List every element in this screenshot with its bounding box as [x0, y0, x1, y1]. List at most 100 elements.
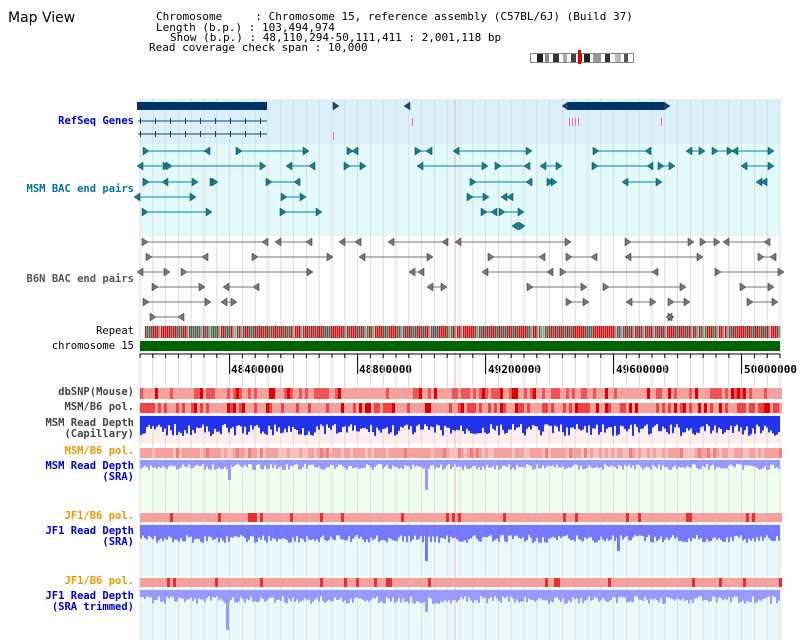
polymorphism-cell [599, 513, 602, 522]
polymorphism-cell [563, 578, 566, 587]
read-depth-bar [290, 460, 292, 466]
bac-end-arrow [546, 267, 554, 277]
bac-end-arrow [141, 207, 149, 217]
read-depth-bar [220, 590, 222, 599]
polymorphism-cell [680, 513, 683, 522]
read-depth-bar [272, 416, 274, 436]
read-depth-bar [222, 416, 224, 425]
repeat-segment [205, 326, 207, 338]
polymorphism-cell [749, 448, 752, 458]
read-depth-bar [242, 460, 244, 468]
read-depth-bar [622, 525, 624, 540]
read-depth-bar [344, 460, 346, 468]
read-depth-bar [510, 590, 512, 597]
polymorphism-cell [338, 578, 341, 587]
read-depth-bar [454, 416, 456, 431]
polymorphism-cell [731, 448, 734, 458]
read-depth-bar [444, 525, 446, 540]
repeat-segment [417, 326, 419, 338]
polymorphism-cell [716, 578, 719, 587]
track-label-msm-bac[interactable]: MSM BAC end pairs [26, 183, 134, 195]
repeat-segment [731, 326, 733, 338]
polymorphism-cell [437, 388, 440, 399]
read-depth-bar [770, 590, 772, 604]
read-depth-bar [652, 590, 654, 600]
polymorphism-cell [635, 403, 638, 413]
repeat-segment [343, 326, 345, 338]
polymorphism-cell [527, 513, 530, 522]
read-depth-bar [444, 460, 446, 469]
read-depth-bar [384, 590, 386, 604]
read-depth-bar [388, 590, 390, 599]
read-depth-bar [690, 460, 692, 468]
read-depth-bar [370, 460, 372, 468]
read-depth-bar [346, 460, 348, 470]
repeat-segment [303, 326, 305, 338]
polymorphism-cell [575, 388, 578, 399]
polymorphism-cell [728, 403, 731, 413]
chromosome-ideogram[interactable] [530, 53, 634, 63]
polymorphism-cell [395, 513, 398, 522]
polymorphism-cell [308, 578, 311, 587]
read-depth-bar [652, 416, 654, 428]
read-depth-bar [566, 525, 568, 536]
polymorphism-cell [644, 448, 647, 458]
polymorphism-cell [596, 578, 599, 587]
polymorphism-cell [191, 513, 194, 522]
repeat-segment [377, 326, 379, 338]
read-depth-bar [654, 460, 656, 467]
read-depth-bar [620, 460, 622, 466]
read-depth-bar [618, 460, 620, 466]
read-depth-bar [290, 416, 292, 432]
polymorphism-cell [482, 448, 485, 458]
read-depth-bar [724, 590, 726, 599]
bac-end-arrow [663, 101, 671, 111]
read-depth-bar [280, 416, 282, 434]
polymorphism-cell [323, 448, 326, 458]
read-depth-bar [242, 525, 244, 537]
read-depth-bar [226, 460, 228, 470]
read-depth-bar [678, 460, 680, 467]
polymorphism-cell [470, 513, 473, 522]
polymorphism-cell [311, 448, 314, 458]
read-depth-bar [512, 525, 514, 540]
repeat-segment [723, 326, 725, 338]
track-label-refseq-genes[interactable]: RefSeq Genes [58, 115, 134, 127]
bac-end-arrow [538, 252, 546, 262]
polymorphism-cell [482, 513, 485, 522]
polymorphism-cell [689, 403, 692, 413]
read-depth-bar [184, 460, 186, 467]
refseq-marker [333, 132, 334, 140]
read-depth-bar [612, 525, 614, 536]
read-depth-bar [744, 460, 746, 466]
polymorphism-cell [341, 388, 344, 399]
polymorphism-cell [200, 388, 203, 399]
read-depth-bar [360, 416, 362, 429]
read-depth-bar [730, 590, 732, 603]
polymorphism-cell [401, 448, 404, 458]
repeat-segment [765, 326, 767, 338]
polymorphism-cell [461, 403, 464, 413]
polymorphism-cell [473, 388, 476, 399]
polymorphism-cell [539, 578, 542, 587]
track-label-b6n-bac[interactable]: B6N BAC end pairs [26, 273, 134, 285]
read-depth-bar [478, 525, 480, 542]
read-depth-bar [402, 416, 404, 428]
polymorphism-cell [302, 578, 305, 587]
polymorphism-cell [761, 388, 764, 399]
repeat-segment [407, 326, 409, 338]
polymorphism-cell [308, 448, 311, 458]
polymorphism-cell [680, 388, 683, 399]
polymorphism-cell [410, 578, 413, 587]
read-depth-bar [178, 416, 180, 432]
read-depth-bar [760, 460, 762, 470]
polymorphism-cell [554, 513, 557, 522]
read-depth-bar [314, 590, 316, 600]
polymorphism-cell [293, 403, 296, 413]
repeat-segment [415, 326, 417, 338]
repeat-segment [269, 326, 271, 338]
polymorphism-cell [692, 578, 695, 587]
polymorphism-cell [650, 403, 653, 413]
read-depth-bar [468, 590, 470, 598]
